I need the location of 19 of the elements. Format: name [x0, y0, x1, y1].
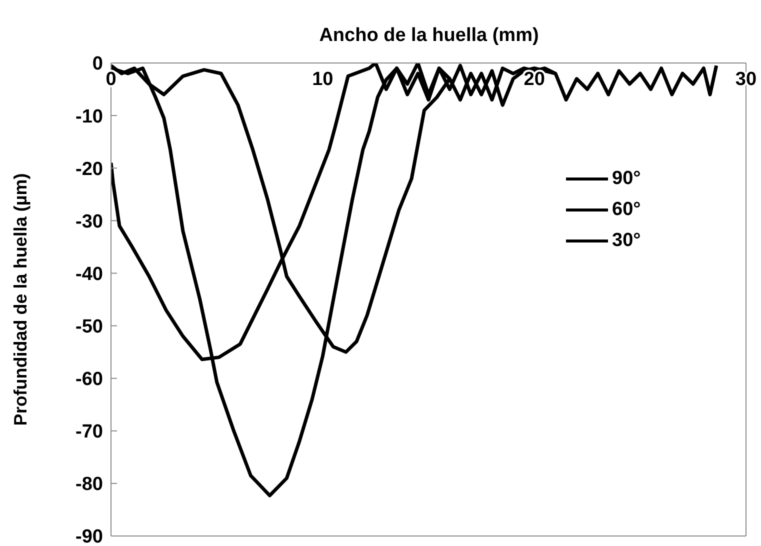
y-tick-label: -10 [76, 106, 103, 128]
x-tick-label: 0 [106, 69, 116, 90]
y-tick-label: -30 [76, 211, 103, 232]
y-tick-label: -80 [76, 474, 103, 496]
y-tick-label: -40 [76, 264, 103, 285]
y-tick-label: -90 [76, 526, 103, 546]
y-axis-title: Profundidad de la huella (µm) [10, 173, 30, 426]
x-tick-label: 10 [312, 69, 334, 90]
legend-label: 60° [612, 198, 641, 220]
x-tick-label: 30 [735, 69, 757, 90]
y-tick-label: -60 [76, 369, 103, 390]
y-tick-label: -20 [76, 158, 103, 180]
y-tick-label: 0 [92, 54, 103, 75]
legend-label: 30° [612, 230, 641, 252]
x-tick-label: 20 [524, 69, 545, 90]
y-tick-label: -70 [76, 422, 103, 443]
x-axis-title: Ancho de la huella (mm) [318, 25, 540, 47]
legend-label: 90° [612, 168, 641, 190]
y-tick-label: -50 [76, 316, 103, 338]
